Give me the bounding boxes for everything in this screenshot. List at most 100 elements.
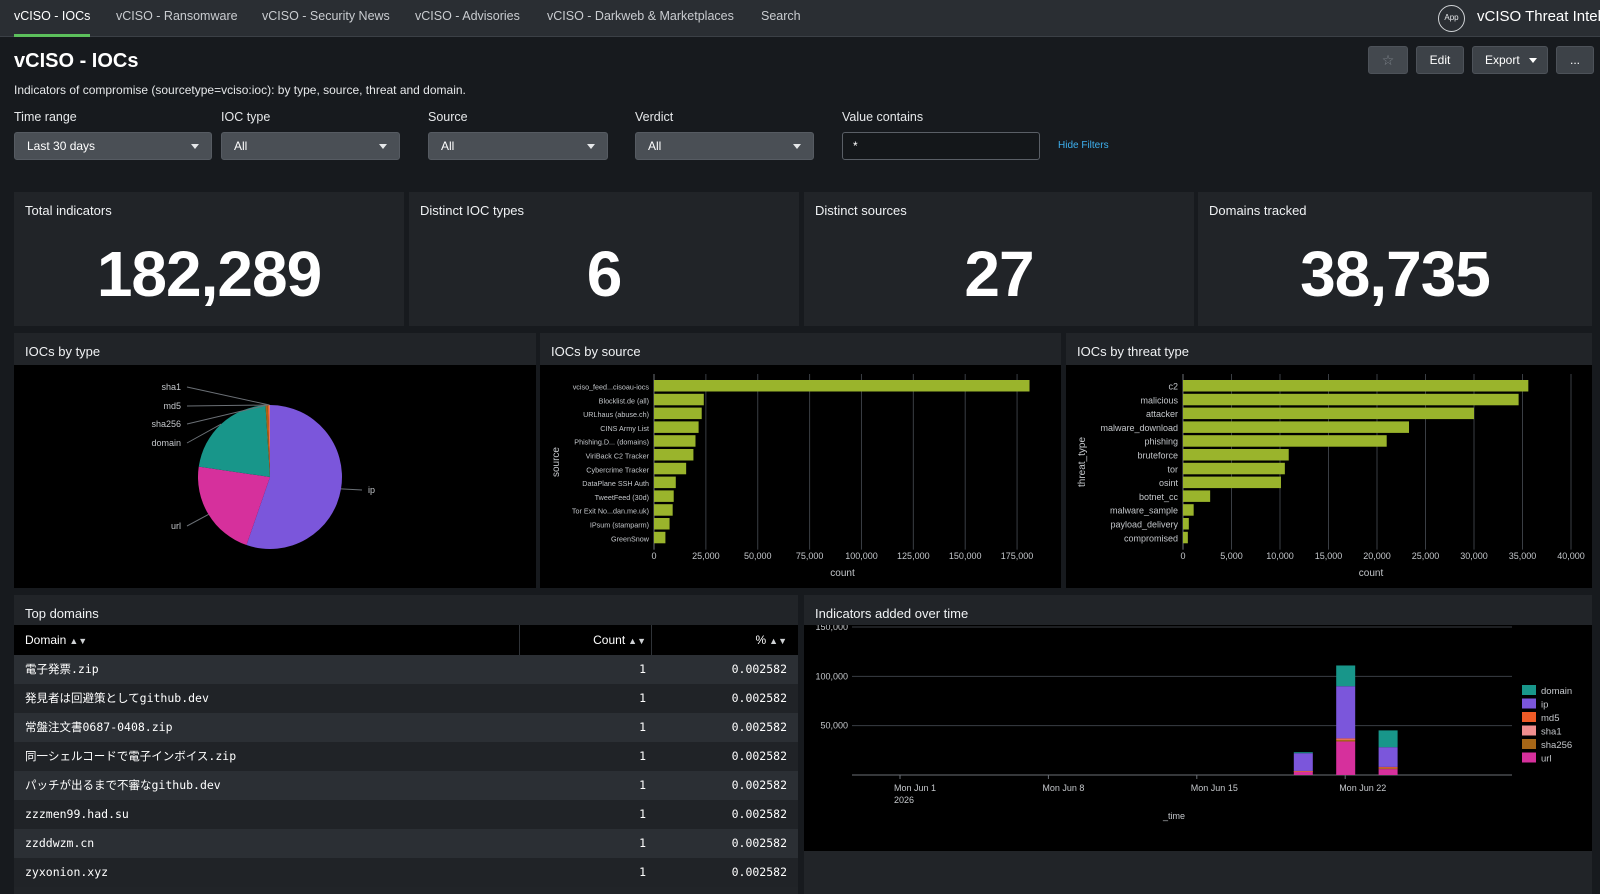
- bar: [654, 490, 674, 502]
- pie-leader-line: [186, 404, 269, 407]
- category-label: DataPlane SSH Auth: [582, 479, 649, 488]
- hide-filters-link[interactable]: Hide Filters: [1058, 140, 1109, 151]
- y-axis-title: threat_type: [1077, 437, 1088, 487]
- x-tick-label: 5,000: [1220, 551, 1243, 561]
- pie-slice-sha256: [265, 405, 270, 477]
- ioc-type-label: IOC type: [221, 110, 271, 124]
- x-tick-label: 100,000: [845, 551, 878, 561]
- top-domains-panel: Top domains Domain ▲▼ Count ▲▼ % ▲▼ 電子発票.zi…: [14, 595, 798, 894]
- count-cell: 1: [639, 778, 646, 792]
- domain-cell: 発見者は回避策としてgithub.dev: [25, 691, 209, 705]
- legend-label-md5: md5: [1541, 713, 1559, 724]
- stacked-bar-chart: 150,000 100,000 50,000 Mon Jun 1 2026 Mon Jun…: [815, 622, 1572, 821]
- table-row[interactable]: 同一シェルコードで電子インボイス.zip 1 0.002582: [14, 742, 798, 771]
- chevron-down-icon: [1529, 58, 1537, 63]
- category-label: compromised: [1124, 533, 1178, 543]
- bar: [1183, 407, 1474, 420]
- sort-icon: ▲▼: [769, 636, 787, 646]
- bar: [654, 531, 666, 544]
- table-row[interactable]: パッチが出るまで不審なgithub.dev 1 0.002582: [14, 771, 798, 800]
- app-icon[interactable]: App: [1438, 5, 1465, 32]
- column-divider: [519, 625, 520, 655]
- source-value: All: [441, 139, 455, 153]
- app-title[interactable]: vCISO Threat Intel: [1477, 8, 1600, 25]
- verdict-select[interactable]: All: [635, 132, 814, 160]
- legend-label-sha1: sha1: [1541, 727, 1562, 738]
- column-header-percent[interactable]: % ▲▼: [756, 625, 788, 655]
- y-tick-label: 100,000: [815, 671, 848, 681]
- tab-ransomware[interactable]: vCISO - Ransomware: [116, 9, 238, 23]
- page-title: vCISO - IOCs: [14, 50, 139, 72]
- table-header: Domain ▲▼ Count ▲▼ % ▲▼: [14, 625, 798, 655]
- edit-button[interactable]: Edit: [1416, 46, 1464, 74]
- category-label: Cybercrime Tracker: [586, 465, 649, 474]
- domain-cell: 常盤注文書0687-0408.zip: [25, 720, 173, 734]
- category-label: malicious: [1140, 395, 1178, 405]
- column-header-domain[interactable]: Domain ▲▼: [25, 625, 87, 655]
- tab-darkweb-marketplaces[interactable]: vCISO - Darkweb & Marketplaces: [547, 9, 734, 23]
- x-tick-label: 0: [1180, 551, 1185, 561]
- legend-swatch-ip: [1522, 698, 1536, 709]
- iocs-by-type-panel: IOCs by type ip url domain sha256 md5 sha1: [14, 333, 536, 588]
- panel-title: Domains tracked: [1209, 203, 1307, 218]
- distinct-sources-panel: Distinct sources 27: [804, 192, 1194, 326]
- category-label: vciso_feed...cisoau-iocs: [573, 383, 650, 392]
- domains-table: Domain ▲▼ Count ▲▼ % ▲▼ 電子発票.zip 1 0.002582 発見…: [14, 625, 798, 894]
- category-label: tor: [1167, 464, 1178, 474]
- x-axis-title: _time: [1162, 811, 1185, 821]
- pie-label-sha256: sha256: [151, 419, 181, 429]
- x-tick-label: Mon Jun 1: [894, 783, 936, 793]
- percent-cell: 0.002582: [731, 691, 787, 705]
- table-row[interactable]: zzddwzm.cn 1 0.002582: [14, 829, 798, 858]
- pie-leader-line: [186, 404, 267, 425]
- value-contains-input[interactable]: *: [842, 132, 1040, 160]
- tab-iocs[interactable]: vCISO - IOCs: [14, 0, 91, 37]
- y-tick-label: 50,000: [820, 721, 848, 731]
- legend-label-ip: ip: [1541, 700, 1548, 711]
- favorite-star-icon[interactable]: ☆: [1368, 46, 1408, 74]
- pie-leader-line: [186, 386, 270, 406]
- ioc-type-select[interactable]: All: [221, 132, 400, 160]
- column-header-count[interactable]: Count ▲▼: [593, 625, 646, 655]
- category-label: malware_download: [1100, 423, 1178, 433]
- bar: [1183, 518, 1189, 530]
- tab-search[interactable]: Search: [761, 9, 801, 23]
- more-actions-button[interactable]: ...: [1556, 46, 1594, 74]
- table-row[interactable]: 電子発票.zip 1 0.002582: [14, 655, 798, 684]
- bar-segment-ip: [1378, 747, 1398, 767]
- bar: [654, 421, 699, 433]
- category-label: CINS Army List: [600, 424, 649, 433]
- bar-segment-sha1: [1378, 767, 1398, 769]
- bar-segment-url: [1293, 771, 1313, 775]
- percent-cell: 0.002582: [731, 836, 787, 850]
- caret-down-icon: [793, 144, 801, 149]
- x-tick-label: 0: [651, 551, 656, 561]
- bar: [654, 476, 676, 489]
- pie-slice-sha1: [269, 405, 270, 477]
- tab-advisories[interactable]: vCISO - Advisories: [415, 9, 520, 23]
- bar-segment-domain: [1293, 752, 1313, 754]
- x-tick-label: 30,000: [1460, 551, 1488, 561]
- time-range-label: Time range: [14, 110, 77, 124]
- count-cell: 1: [639, 836, 646, 850]
- bar-segment-ip: [1293, 753, 1313, 771]
- pie-slice-md5: [267, 405, 270, 477]
- table-row[interactable]: 発見者は回避策としてgithub.dev 1 0.002582: [14, 684, 798, 713]
- x-axis-title: count: [1359, 568, 1384, 579]
- x-tick-label: 25,000: [1412, 551, 1440, 561]
- domain-cell: 同一シェルコードで電子インボイス.zip: [25, 749, 237, 763]
- bar: [1183, 490, 1211, 502]
- iocs-by-threat-panel: IOCs by threat type 0 5,000 10,000 15,000 20…: [1066, 333, 1592, 588]
- table-row[interactable]: 常盤注文書0687-0408.zip 1 0.002582: [14, 713, 798, 742]
- pie-slice-domain: [198, 405, 270, 477]
- table-row[interactable]: zyxonion.xyz 1 0.002582: [14, 858, 798, 887]
- bar-segment-url: [1336, 741, 1356, 775]
- export-button[interactable]: Export: [1472, 46, 1548, 74]
- time-range-select[interactable]: Last 30 days: [14, 132, 212, 160]
- pie-slice-url: [198, 466, 270, 546]
- tab-security-news[interactable]: vCISO - Security News: [262, 9, 390, 23]
- x-tick-label: 125,000: [897, 551, 930, 561]
- pie-leader-line: [340, 488, 363, 491]
- table-row[interactable]: zzzmen99.had.su 1 0.002582: [14, 800, 798, 829]
- source-select[interactable]: All: [428, 132, 608, 160]
